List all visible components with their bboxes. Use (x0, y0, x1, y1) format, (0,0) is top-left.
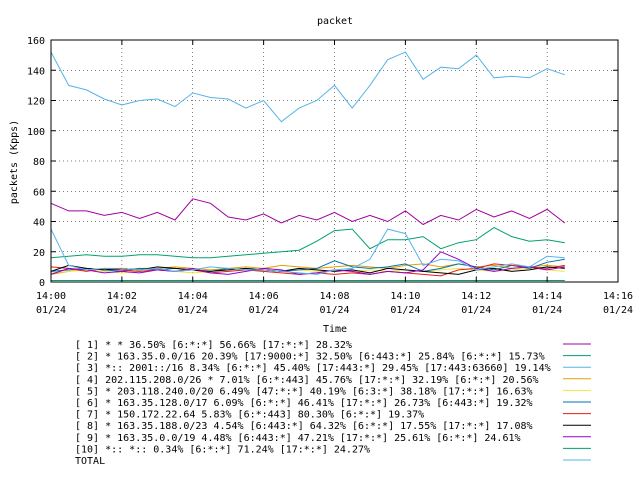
x-tick-label-time: 14:08 (319, 291, 349, 302)
legend-label: [ 1] * * 36.50% [6:*:*] 56.66% [17:*:*] … (75, 340, 352, 351)
x-axis-label: Time (323, 324, 347, 335)
legend-label: [ 4] 202.115.208.0/26 * 7.01% [6:*:443] … (75, 375, 539, 386)
x-tick-label-time: 14:16 (603, 291, 633, 302)
legend-label: [ 2] * 163.35.0.0/16 20.39% [17:9000:*] … (75, 352, 545, 363)
legend-label: [10] *:: *:: 0.34% [6:*:*] 71.24% [17:*:… (75, 444, 370, 455)
legend-label: [ 5] * 203.118.240.0/20 6.49% [47:*:*] 4… (75, 386, 533, 397)
y-tick-label: 40 (33, 218, 45, 229)
x-tick-label-time: 14:06 (249, 291, 279, 302)
plot-frame (50, 39, 619, 283)
axes (50, 39, 619, 283)
x-tick-label-date: 01/24 (603, 305, 633, 316)
series-line-3 (50, 51, 565, 123)
series-line-11 (50, 228, 565, 275)
x-tick-label-time: 14:02 (107, 291, 137, 302)
x-tick-label-date: 01/24 (461, 305, 491, 316)
legend-label: [ 9] * 163.35.0.0/19 4.48% [6:443:*] 47.… (75, 433, 521, 444)
x-tick-label-date: 01/24 (36, 305, 66, 316)
chart-title: packet (317, 16, 353, 27)
x-tick-label-date: 01/24 (319, 305, 349, 316)
x-tick-label-date: 01/24 (532, 305, 562, 316)
y-tick-label: 80 (33, 157, 45, 168)
x-tick-label-date: 01/24 (249, 305, 279, 316)
y-tick-label: 20 (33, 248, 45, 259)
legend-label: [ 7] * 150.172.22.64 5.83% [6:*:443] 80.… (75, 410, 424, 421)
y-tick-label: 60 (33, 187, 45, 198)
y-tick-label: 0 (39, 278, 45, 289)
y-tick-label: 160 (27, 36, 45, 47)
legend: [ 1] * * 36.50% [6:*:*] 56.66% [17:*:*] … (75, 340, 591, 467)
y-axis-label: packets (Kpps) (9, 120, 20, 204)
legend-label: [ 8] * 163.35.188.0/23 4.54% [6:443:*] 6… (75, 421, 533, 432)
series-lines (50, 51, 566, 281)
y-tick-label: 140 (27, 66, 45, 77)
legend-label: TOTAL (75, 456, 105, 467)
x-tick-label-time: 14:00 (36, 291, 66, 302)
y-tick-label: 100 (27, 127, 45, 138)
series-line-2 (50, 227, 565, 259)
legend-label: [ 3] *:: 2001::/16 8.34% [6:*:*] 45.40% … (75, 363, 551, 374)
tick-labels: 0 20 40 60 80 100 120 140 160 14:00 01/24 14:02 01/2… (27, 36, 633, 316)
y-tick-label: 120 (27, 97, 45, 108)
x-tick-label-time: 14:14 (532, 291, 562, 302)
grid (51, 40, 618, 282)
x-tick-label-time: 14:10 (390, 291, 420, 302)
x-tick-label-date: 01/24 (390, 305, 420, 316)
series-line-1 (50, 198, 566, 226)
x-tick-label-time: 14:12 (461, 291, 491, 302)
legend-label: [ 6] * 163.35.128.0/17 6.09% [6:*:*] 46.… (75, 398, 533, 409)
x-tick-label-time: 14:04 (178, 291, 208, 302)
x-tick-label-date: 01/24 (107, 305, 137, 316)
x-tick-label-date: 01/24 (178, 305, 208, 316)
